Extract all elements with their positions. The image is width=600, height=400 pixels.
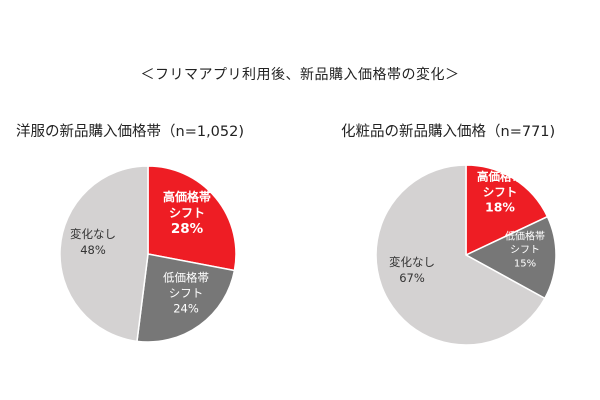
slice-category: 高価格帯 xyxy=(477,170,523,184)
page-title: ＜フリマアプリ利用後、新品購入価格帯の変化＞ xyxy=(140,67,460,83)
pie-slice xyxy=(59,165,149,343)
slice-label: 変化なし 48% xyxy=(70,227,116,257)
slice-value: 15% xyxy=(514,259,536,270)
slice-category: 低価格帯 xyxy=(505,230,545,243)
pie-slice xyxy=(375,164,546,346)
slice-category: シフト xyxy=(169,286,204,300)
slice-value: 28% xyxy=(171,221,204,237)
pie-slice xyxy=(147,165,237,272)
slice-category: 変化なし xyxy=(70,227,116,241)
slice-category: 低価格帯 xyxy=(163,271,209,285)
slice-value: 18% xyxy=(485,200,515,215)
chart-title-clothing: 洋服の新品購入価格帯（n=1,052) xyxy=(16,124,245,140)
slice-label: 高価格帯シフト 28% xyxy=(163,189,211,237)
slice-category: シフト xyxy=(510,245,540,256)
slice-label: 変化なし 67% xyxy=(389,255,435,285)
slice-label: 低価格帯シフト 24% xyxy=(163,271,209,316)
slice-category: 高価格帯 xyxy=(163,189,211,204)
slice-category: シフト xyxy=(169,206,205,220)
slice-value: 67% xyxy=(399,271,425,285)
slice-value: 24% xyxy=(173,302,199,316)
slice-category: 変化なし xyxy=(389,255,435,269)
pie-slice xyxy=(464,215,557,300)
pie-slice xyxy=(465,164,549,257)
slice-value: 48% xyxy=(80,243,106,257)
slice-label: 高価格帯シフト 18% xyxy=(477,170,523,215)
slice-category: シフト xyxy=(483,185,518,199)
slice-label: 低価格帯シフト 15% xyxy=(505,230,545,270)
pie-slice xyxy=(136,253,236,343)
chart-title-cosmetics: 化粧品の新品購入価格（n=771) xyxy=(341,124,556,140)
